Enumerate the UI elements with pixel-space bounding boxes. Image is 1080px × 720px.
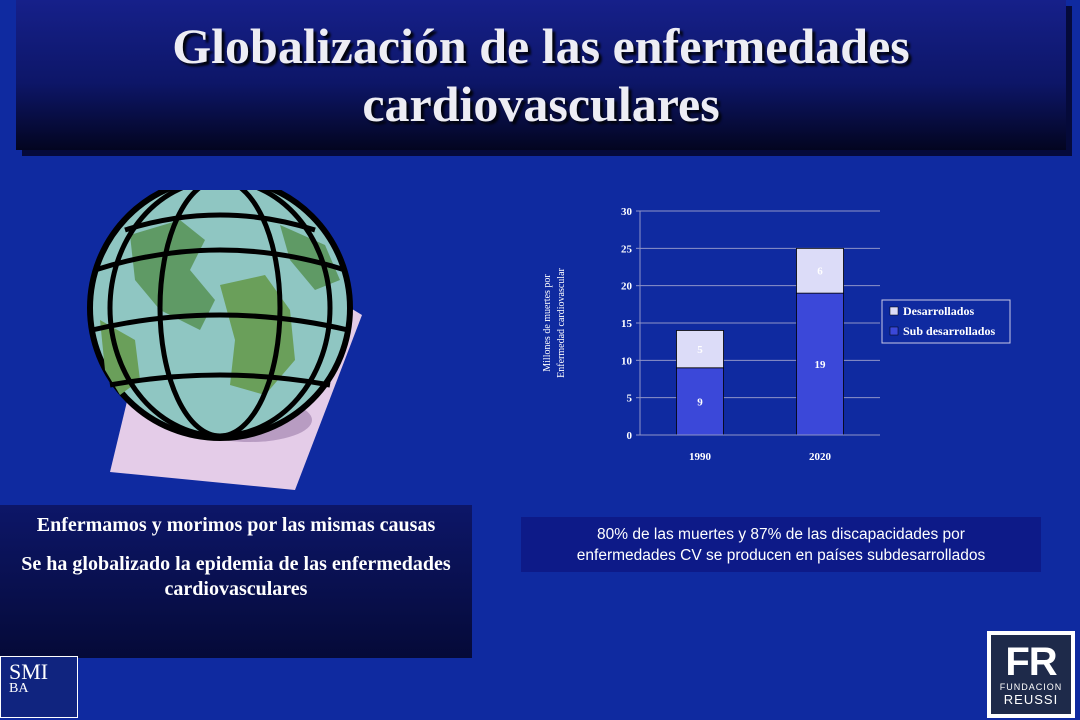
y-tick-label: 5	[627, 393, 633, 405]
legend: Desarrollados Sub desarrollados	[881, 299, 1011, 344]
smi-logo-text: SMI	[9, 659, 49, 684]
legend-swatch-sub-desarrollados	[889, 326, 899, 336]
x-tick-label: 2020	[809, 451, 832, 463]
legend-label-desarrollados: Desarrollados	[903, 304, 974, 318]
legend-label-sub-desarrollados: Sub desarrollados	[903, 324, 995, 338]
y-tick-label: 25	[621, 243, 633, 255]
y-tick-label: 10	[621, 355, 633, 367]
y-tick-label: 20	[621, 281, 633, 293]
continent-shape	[130, 220, 215, 330]
globe-icon	[87, 175, 362, 490]
fundacion-reussi-logo: FR FUNDACION REUSSI	[987, 631, 1075, 718]
bars	[676, 247, 844, 436]
stat-text-box: 80% de las muertes y 87% de las discapac…	[521, 517, 1041, 572]
chart-svg: 9 5 19 6 0 5 10 15 20 25 30 1990 2020 Millones de …	[542, 206, 1011, 463]
smi-logo-subtext: BA	[9, 681, 29, 696]
stat-line-1: 80% de las muertes y 87% de las discapac…	[597, 525, 965, 543]
grid-lines	[640, 210, 880, 399]
smi-ba-logo: SMI BA	[0, 656, 78, 718]
y-axis-label-line-1: Millones de muertes por	[542, 274, 553, 372]
y-axis-label-line-2: Enfermedad cardiovascular	[556, 268, 567, 378]
x-tick-label: 1990	[689, 451, 712, 463]
summary-line-2: Se ha globalizado la epidemia de las enf…	[21, 553, 451, 600]
bar-labels: 9 5 19 6	[697, 266, 826, 409]
fr-logo-mark: FR	[1005, 640, 1057, 684]
slide-title-line-2: cardiovasculares	[362, 76, 720, 132]
slide-title-line-1: Globalización de las enfermedades	[172, 18, 910, 74]
fr-logo-reussi: REUSSI	[1003, 692, 1059, 707]
deaths-chart: 9 5 19 6 0 5 10 15 20 25 30 1990 2020 Millones de …	[530, 190, 1030, 480]
bar-2020-desarrollados	[796, 247, 844, 294]
bar-1990-sub-desarrollados	[676, 367, 724, 436]
data-label: 5	[697, 344, 703, 356]
y-tick-label: 30	[621, 206, 633, 218]
legend-swatch-desarrollados	[889, 306, 899, 316]
y-tick-label: 0	[627, 430, 633, 442]
data-label: 19	[815, 359, 827, 371]
y-ticks: 0 5 10 15 20 25 30	[621, 206, 640, 442]
summary-line-1: Enfermamos y morimos por las mismas caus…	[36, 514, 436, 536]
x-ticks: 1990 2020	[689, 451, 832, 463]
bar-2020-sub-desarrollados	[796, 292, 844, 436]
y-tick-label: 15	[621, 318, 633, 330]
stat-line-2: enfermedades CV se producen en países su…	[576, 546, 986, 564]
legend-frame	[881, 299, 1011, 344]
data-label: 6	[817, 266, 823, 278]
globe-clipart	[40, 175, 380, 490]
bar-1990-desarrollados	[676, 330, 724, 369]
fr-logo-inner: FR FUNDACION REUSSI	[991, 635, 1071, 714]
fr-logo-fundacion: FUNDACION	[999, 682, 1063, 692]
summary-text-box: Enfermamos y morimos por las mismas caus…	[0, 505, 472, 658]
title-box: Globalización de las enfermedades cardio…	[16, 0, 1066, 150]
data-label: 9	[697, 396, 703, 408]
